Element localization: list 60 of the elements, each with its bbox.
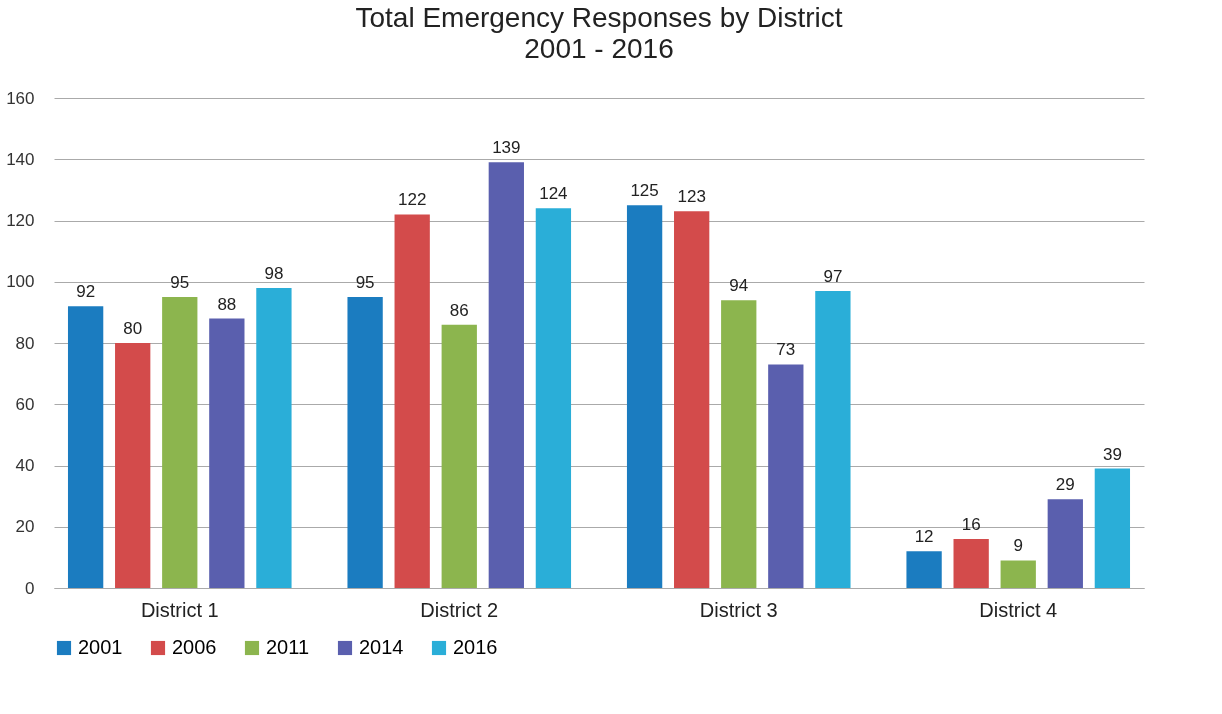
- bar: [394, 214, 430, 588]
- y-tick-label: 140: [6, 149, 35, 169]
- data-label: 86: [449, 300, 469, 320]
- data-label: 98: [264, 263, 284, 283]
- bar: [162, 297, 198, 588]
- data-label: 125: [630, 181, 659, 201]
- x-tick-label: District 2: [420, 598, 499, 621]
- bar: [1094, 468, 1131, 588]
- bar: [815, 290, 851, 588]
- data-label: 39: [1102, 444, 1122, 464]
- legend-label: 2011: [266, 636, 310, 658]
- bar: [674, 211, 710, 588]
- bar: [115, 343, 151, 588]
- data-label: 123: [677, 187, 706, 207]
- data-label: 139: [492, 138, 521, 158]
- data-label: 92: [76, 282, 96, 302]
- bar: [347, 297, 383, 588]
- chart-title: Total Emergency Responses by District: [355, 2, 843, 33]
- data-label: 95: [355, 273, 375, 293]
- legend-label: 2001: [78, 636, 123, 658]
- bar: [209, 318, 245, 588]
- bar: [1047, 499, 1083, 588]
- bar: [721, 300, 757, 588]
- y-tick-label: 80: [15, 333, 35, 353]
- data-label: 94: [729, 276, 749, 296]
- data-label: 122: [398, 190, 427, 210]
- x-tick-label: District 3: [699, 598, 778, 621]
- y-tick-label: 20: [15, 517, 35, 537]
- data-label: 97: [823, 266, 843, 286]
- bar: [488, 162, 524, 588]
- data-label: 124: [539, 184, 568, 204]
- bar: [906, 551, 942, 588]
- data-label: 16: [961, 515, 981, 534]
- data-label: 29: [1055, 475, 1075, 495]
- y-tick-label: 60: [15, 394, 35, 414]
- data-label: 12: [914, 527, 934, 547]
- data-label: 88: [217, 294, 237, 314]
- bar: [768, 364, 804, 588]
- legend-label: 2014: [359, 636, 404, 658]
- bar: [953, 539, 989, 588]
- x-tick-label: District 4: [979, 598, 1058, 621]
- data-label: 95: [170, 273, 190, 293]
- chart-subtitle: 2001 - 2016: [524, 33, 674, 64]
- y-tick-label: 160: [6, 88, 35, 108]
- bar: [441, 324, 477, 588]
- y-tick-label: 40: [15, 456, 35, 475]
- bar: [1000, 560, 1036, 588]
- bar: [626, 205, 663, 588]
- x-tick-label: District 1: [140, 598, 219, 621]
- bar: [67, 306, 104, 588]
- y-tick-label: 120: [6, 211, 35, 230]
- legend-label: 2006: [172, 636, 217, 658]
- data-label: 80: [123, 319, 143, 338]
- legend-label: 2016: [453, 636, 498, 658]
- bar: [535, 208, 572, 588]
- y-tick-label: 100: [6, 272, 35, 292]
- data-label: 73: [776, 340, 796, 360]
- y-tick-label: 0: [25, 578, 35, 598]
- bar: [256, 287, 292, 588]
- data-label: 9: [1013, 536, 1023, 556]
